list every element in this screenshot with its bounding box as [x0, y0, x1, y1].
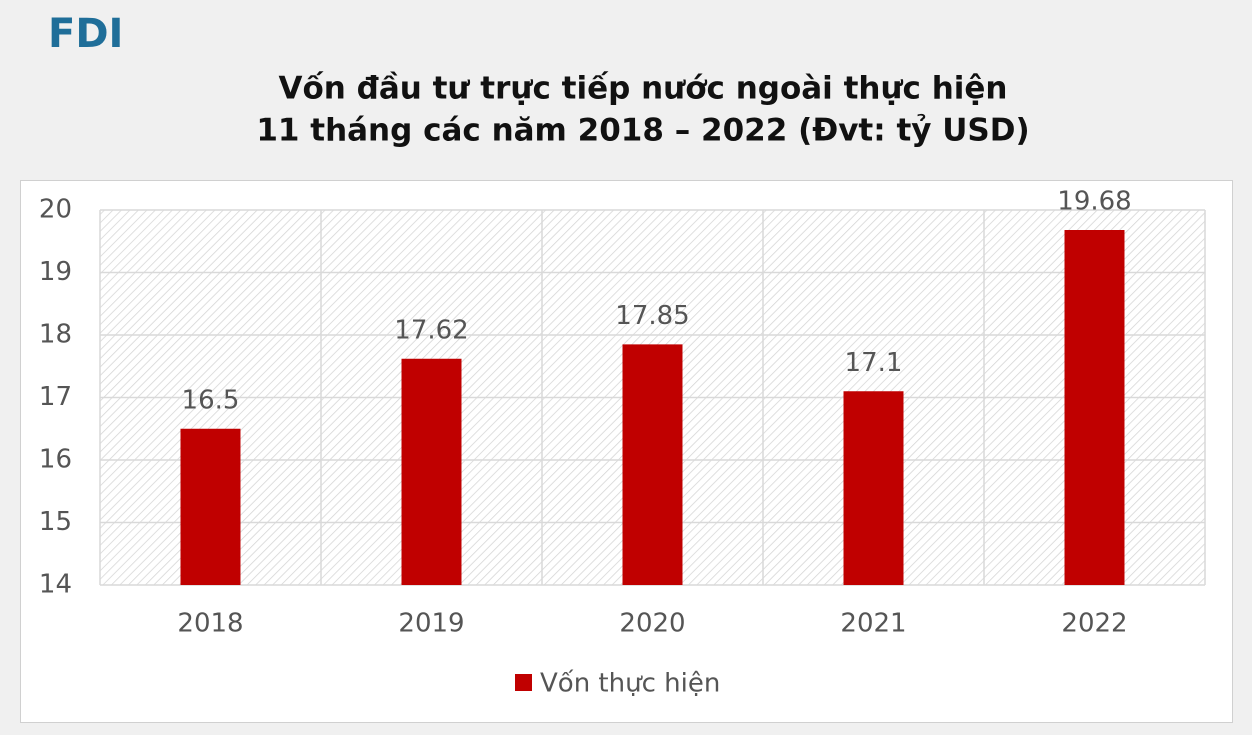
y-tick-label: 14: [39, 570, 72, 600]
x-tick-label: 2018: [177, 609, 243, 639]
brand: FDI: [48, 11, 123, 57]
bar: [1064, 230, 1125, 585]
x-tick-label: 2021: [840, 609, 906, 639]
chart-title: 11 tháng các năm 2018 – 2022 (Đvt: tỷ US…: [256, 113, 1029, 149]
y-tick-label: 18: [39, 320, 72, 350]
data-label: 17.62: [394, 315, 468, 345]
y-tick-label: 20: [39, 195, 72, 225]
data-label: 19.68: [1057, 187, 1131, 217]
bar: [843, 391, 904, 585]
y-tick-label: 16: [39, 445, 72, 475]
x-tick-label: 2020: [619, 609, 685, 639]
chart-title: Vốn đầu tư trực tiếp nước ngoài thực hiệ…: [278, 71, 1007, 107]
bar: [401, 358, 462, 585]
data-label: 17.1: [845, 348, 903, 378]
y-tick-label: 17: [39, 382, 72, 412]
legend-label: Vốn thực hiện: [540, 669, 720, 699]
data-label: 17.85: [615, 301, 689, 331]
data-label: 16.5: [182, 385, 240, 415]
x-tick-label: 2022: [1061, 609, 1127, 639]
y-tick-label: 15: [39, 507, 72, 537]
bar: [622, 344, 683, 585]
x-tick-label: 2019: [398, 609, 464, 639]
legend-swatch: [515, 674, 532, 691]
bar: [180, 428, 241, 585]
y-tick-label: 19: [39, 257, 72, 287]
